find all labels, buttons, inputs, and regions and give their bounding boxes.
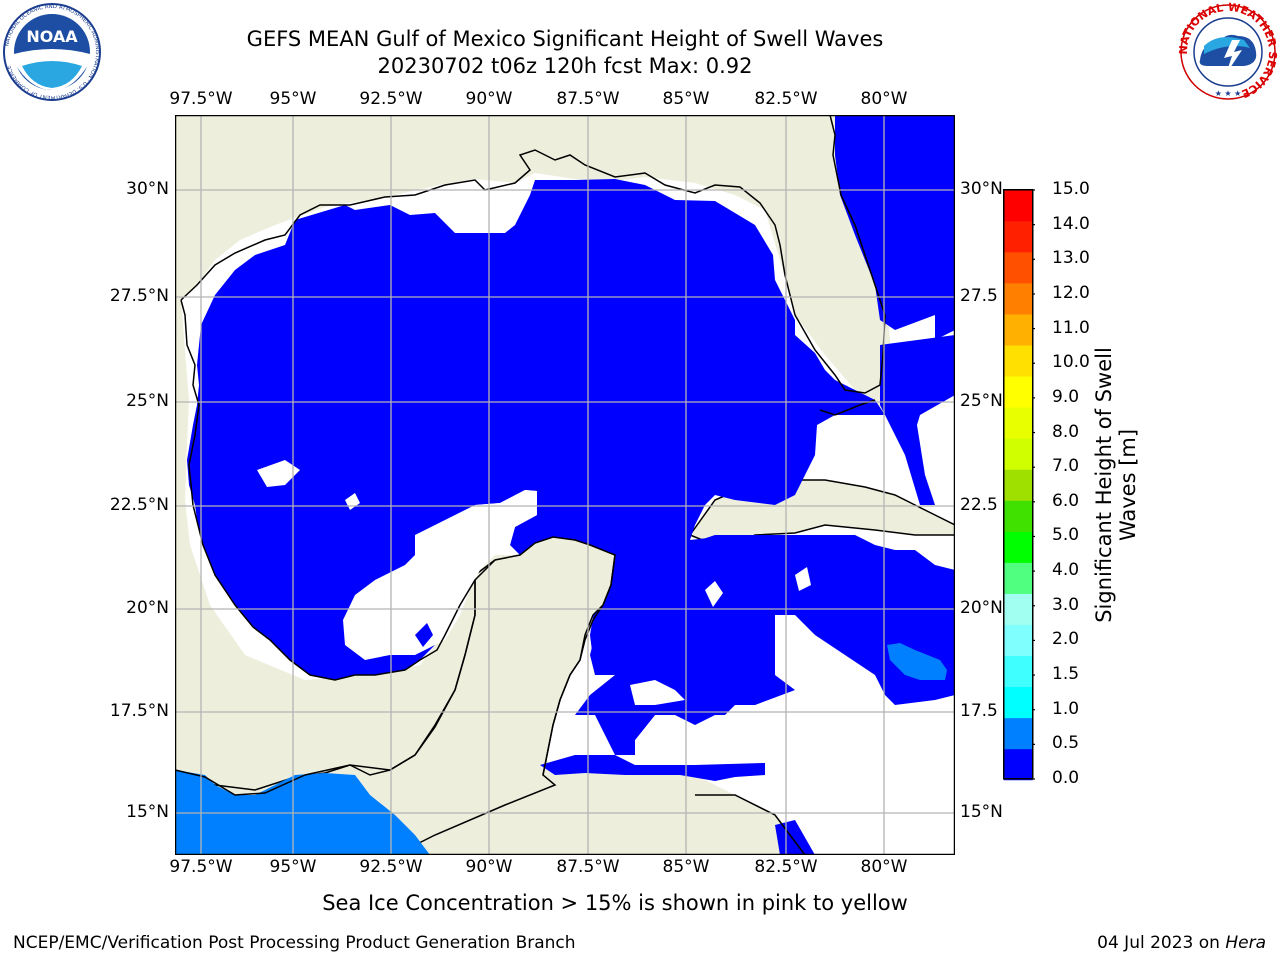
- lon-label-bot: 80°W: [860, 857, 908, 877]
- lat-label-left: 27.5°N: [109, 286, 169, 306]
- map-panel: [175, 115, 955, 855]
- lat-label-left: 20°N: [126, 598, 169, 618]
- lat-label-right: 27.5: [960, 286, 998, 306]
- colorbar-tick-label: 10.0: [1052, 352, 1090, 373]
- colorbar-swatch: [1003, 562, 1033, 594]
- colorbar-tick-label: 1.5: [1052, 664, 1080, 685]
- lat-label-left: 15°N: [126, 802, 169, 822]
- lon-label-bot: 87.5°W: [556, 857, 620, 877]
- colorbar-swatch: [1003, 345, 1033, 377]
- lon-label-bot: 97.5°W: [169, 857, 233, 877]
- lat-label-right: 17.5: [960, 701, 998, 721]
- lat-label-right: 15°N: [960, 802, 1003, 822]
- colorbar-swatch: [1003, 655, 1033, 688]
- map-frame: [175, 115, 955, 855]
- colorbar-tick-label: 11.0: [1052, 317, 1090, 338]
- svg-text:★ ★ ★: ★ ★ ★: [1215, 89, 1242, 98]
- swell-0.5-1m-caribbean: [887, 643, 947, 680]
- colorbar-swatch: [1003, 686, 1033, 719]
- sea-ice-footnote: Sea Ice Concentration > 15% is shown in …: [322, 891, 908, 915]
- lon-label-bot: 90°W: [465, 857, 513, 877]
- lat-label-left: 30°N: [126, 179, 169, 199]
- lat-label-right: 22.5: [960, 495, 998, 515]
- colorbar-swatch: [1003, 282, 1033, 315]
- colorbar-tick-label: 3.0: [1052, 594, 1080, 615]
- colorbar-swatch: [1003, 189, 1033, 222]
- coastlines: [175, 115, 886, 855]
- lat-label-right: 25°N: [960, 391, 1003, 411]
- lon-label-bot: 85°W: [662, 857, 710, 877]
- lon-label-top: 97.5°W: [169, 89, 233, 109]
- lon-label-bot: 95°W: [269, 857, 317, 877]
- host-name: Hera: [1225, 933, 1266, 953]
- colorbar-swatch: [1003, 717, 1033, 750]
- producer-credit: NCEP/EMC/Verification Post Processing Pr…: [13, 933, 576, 953]
- colorbar-tick-label: 12.0: [1052, 282, 1090, 303]
- colorbar-tick-label: 6.0: [1052, 490, 1080, 511]
- lon-label-top: 85°W: [662, 89, 710, 109]
- lat-label-left: 17.5°N: [109, 701, 169, 721]
- lon-label-bot: 82.5°W: [754, 857, 818, 877]
- colorbar-swatch: [1003, 438, 1033, 470]
- lon-label-top: 92.5°W: [359, 89, 423, 109]
- lon-label-top: 95°W: [269, 89, 317, 109]
- lon-label-top: 80°W: [860, 89, 908, 109]
- colorbar-swatch: [1003, 407, 1033, 439]
- colorbar-swatch: [1003, 500, 1033, 532]
- colorbar-tick-label: 13.0: [1052, 248, 1090, 269]
- noaa-logo: NOAA NATIONAL OCEANIC AND ATMOSPHERIC AD…: [2, 2, 102, 102]
- colorbar-tick-label: 8.0: [1052, 421, 1080, 442]
- colorbar-swatch: [1003, 251, 1033, 284]
- colorbar-tick-label: 15.0: [1052, 179, 1090, 199]
- colorbar-tick-label: 0.5: [1052, 733, 1080, 754]
- colorbar-tick-label: 14.0: [1052, 213, 1090, 234]
- colorbar-title: Significant Height of Swell Waves [m]: [1091, 347, 1140, 623]
- lon-label-bot: 92.5°W: [359, 857, 423, 877]
- colorbar-swatch: [1003, 531, 1033, 563]
- colorbar-swatch: [1003, 748, 1033, 781]
- map-gridlines: [175, 115, 955, 855]
- colorbar-tick-label: 2.0: [1052, 629, 1080, 650]
- nws-logo: NATIONAL WEATHER SERVICE ★ ★ ★: [1177, 1, 1279, 102]
- colorbar-swatch: [1003, 593, 1033, 625]
- svg-text:NOAA: NOAA: [26, 27, 78, 46]
- colorbar-tick-label: 1.0: [1052, 698, 1080, 719]
- colorbar: [1003, 189, 1035, 781]
- colorbar-tick-label: 7.0: [1052, 456, 1080, 477]
- lon-label-top: 82.5°W: [754, 89, 818, 109]
- lat-label-left: 25°N: [126, 391, 169, 411]
- colorbar-tick-label: 4.0: [1052, 560, 1080, 581]
- lon-label-top: 90°W: [465, 89, 513, 109]
- date-stamp: 04 Jul 2023 on Hera: [1097, 933, 1266, 953]
- colorbar-swatch: [1003, 220, 1033, 253]
- lon-label-top: 87.5°W: [556, 89, 620, 109]
- colorbar-tick-label: 0.0: [1052, 768, 1080, 788]
- lat-label-left: 22.5°N: [109, 495, 169, 515]
- chart-subtitle: 20230702 t06z 120h fcst Max: 0.92: [377, 54, 753, 78]
- chart-title: GEFS MEAN Gulf of Mexico Significant Hei…: [246, 27, 884, 51]
- colorbar-swatch: [1003, 376, 1033, 408]
- colorbar-swatch: [1003, 313, 1033, 346]
- lat-label-right: 30°N: [960, 179, 1003, 199]
- colorbar-swatch: [1003, 469, 1033, 501]
- colorbar-tick-label: 9.0: [1052, 386, 1080, 407]
- colorbar-swatch: [1003, 624, 1033, 657]
- lat-label-right: 20°N: [960, 598, 1003, 618]
- colorbar-tick-label: 5.0: [1052, 525, 1080, 546]
